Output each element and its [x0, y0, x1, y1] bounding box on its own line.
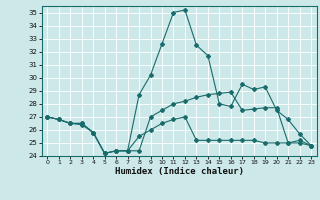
X-axis label: Humidex (Indice chaleur): Humidex (Indice chaleur): [115, 167, 244, 176]
